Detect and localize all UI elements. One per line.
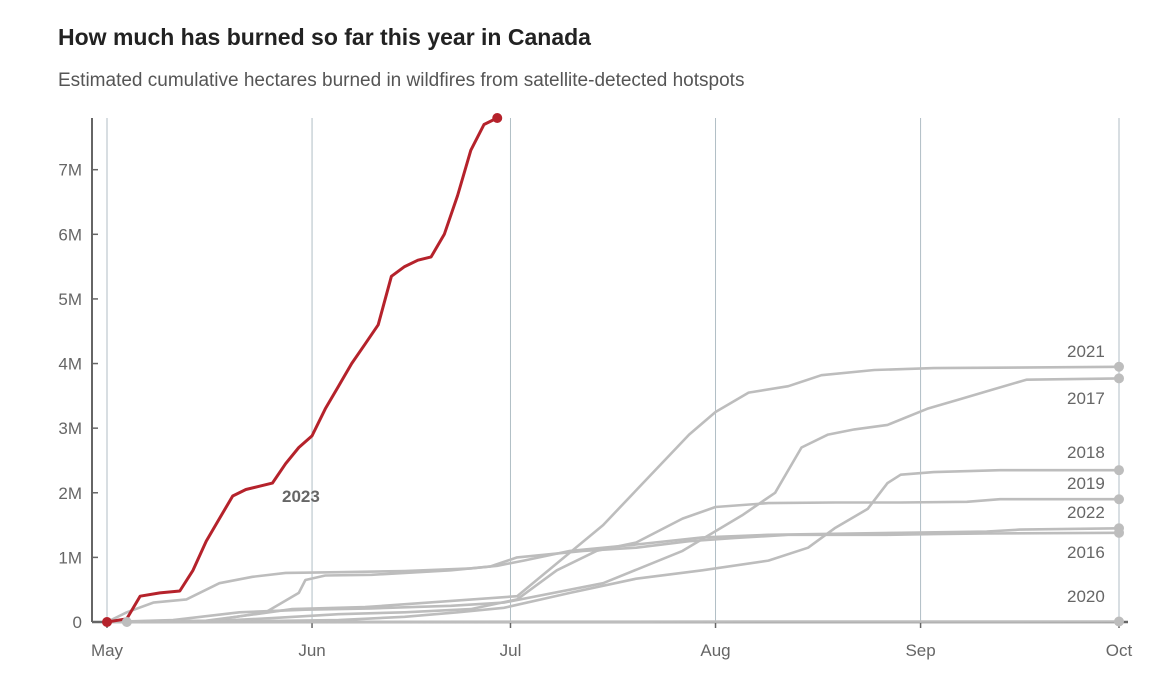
- series-end-marker-2020: [1114, 616, 1124, 627]
- x-tick-label: Sep: [905, 641, 935, 660]
- series-end-marker-2023: [492, 113, 503, 123]
- chart-subtitle: Estimated cumulative hectares burned in …: [58, 70, 745, 91]
- y-tick-label: 0: [73, 613, 82, 632]
- series-line-2022: [105, 497, 1121, 624]
- y-tick-label: 7M: [58, 161, 82, 180]
- series-label-2020: 2020: [1067, 587, 1105, 606]
- series-line-2018: [105, 468, 1121, 624]
- y-tick-label: 2M: [58, 484, 82, 503]
- series-end-marker-2016: [1114, 527, 1124, 538]
- series-label-2022: 2022: [1067, 503, 1105, 522]
- x-tick-label: Aug: [700, 641, 730, 660]
- y-tick-label: 6M: [58, 225, 82, 244]
- others-start-marker: [121, 617, 132, 627]
- x-tick-label: Jul: [500, 641, 522, 660]
- x-tick-label: May: [91, 641, 124, 660]
- series-end-marker-2017: [1114, 373, 1124, 384]
- chart-title: How much has burned so far this year in …: [58, 24, 591, 50]
- series-line-2016: [105, 531, 1121, 624]
- series-end-marker-2021: [1114, 361, 1124, 372]
- series-line-2020: [105, 620, 1121, 624]
- series-line-2017: [105, 377, 1121, 624]
- y-tick-label: 4M: [58, 355, 82, 374]
- x-tick-label: Oct: [1106, 641, 1133, 660]
- series-label-2016: 2016: [1067, 543, 1105, 562]
- series-start-marker-2023: [102, 617, 112, 627]
- x-tick-label: Jun: [298, 641, 325, 660]
- series-labels: 2021 2017 2018 2019 2022 2016 2020 2023: [282, 342, 1105, 606]
- series-lines: [102, 113, 1124, 627]
- series-label-2023: 2023: [282, 487, 320, 506]
- series-line-2019: [105, 526, 1121, 624]
- axes: May Jun Jul Aug Sep Oct 0 1M 2M 3M 4M 5M 6M 7M: [58, 118, 1132, 660]
- series-label-2021: 2021: [1067, 342, 1105, 361]
- series-label-2019: 2019: [1067, 474, 1105, 493]
- series-label-2018: 2018: [1067, 443, 1105, 462]
- series-end-marker-2018: [1114, 465, 1124, 476]
- y-tick-label: 1M: [58, 548, 82, 567]
- series-end-marker-2022: [1114, 494, 1124, 505]
- series-label-2017: 2017: [1067, 389, 1105, 408]
- y-tick-label: 5M: [58, 290, 82, 309]
- y-tick-label: 3M: [58, 419, 82, 438]
- series-line-2023: [105, 116, 499, 624]
